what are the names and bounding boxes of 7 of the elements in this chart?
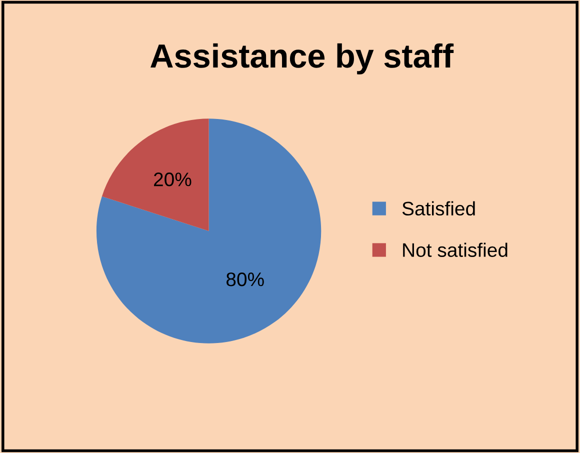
chart-title: Assistance by staff bbox=[150, 43, 454, 74]
data-label: 80% bbox=[226, 272, 264, 286]
pie-slice bbox=[102, 118, 209, 232]
legend-label: Satisfied bbox=[402, 201, 475, 216]
legend-label: Not satisfied bbox=[403, 242, 508, 257]
pie-slice bbox=[96, 118, 322, 344]
data-label: 20% bbox=[154, 172, 192, 186]
